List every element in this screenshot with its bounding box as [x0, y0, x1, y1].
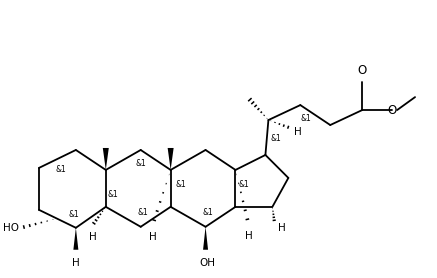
- Text: O: O: [357, 64, 367, 77]
- Text: &1: &1: [69, 210, 79, 219]
- Polygon shape: [73, 228, 78, 250]
- Text: &1: &1: [202, 208, 213, 217]
- Text: H: H: [72, 258, 80, 268]
- Text: O: O: [388, 104, 397, 116]
- Text: &1: &1: [135, 160, 146, 168]
- Text: &1: &1: [108, 190, 118, 199]
- Text: H: H: [278, 223, 286, 233]
- Text: &1: &1: [176, 180, 186, 189]
- Text: &1: &1: [300, 113, 311, 123]
- Text: &1: &1: [137, 208, 148, 217]
- Text: H: H: [89, 232, 97, 242]
- Text: &1: &1: [55, 165, 66, 174]
- Text: HO: HO: [3, 223, 19, 233]
- Text: H: H: [245, 231, 252, 241]
- Text: &1: &1: [239, 180, 249, 189]
- Polygon shape: [103, 148, 109, 170]
- Text: H: H: [295, 127, 302, 137]
- Polygon shape: [203, 227, 208, 250]
- Text: H: H: [149, 232, 156, 242]
- Text: OH: OH: [200, 258, 215, 268]
- Text: &1: &1: [271, 133, 281, 143]
- Polygon shape: [168, 148, 173, 170]
